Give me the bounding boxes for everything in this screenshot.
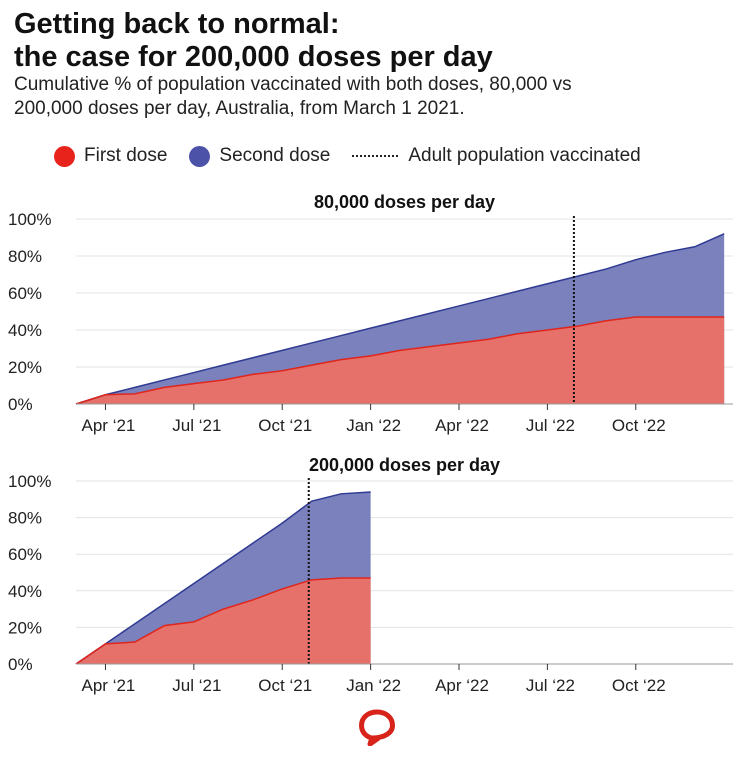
panel2-xtick-label: Apr ‘21 (82, 676, 136, 695)
conversation-logo-icon (359, 709, 395, 746)
panel1-ytick-label: 60% (8, 284, 42, 303)
panel1-second-dose-line (75, 233, 725, 405)
second-dose-swatch (189, 145, 211, 167)
panel2-second-dose-line (75, 491, 371, 665)
panel1-xtick-label: Jan ‘22 (346, 416, 401, 435)
panel2-xtick-label: Jul ‘22 (526, 676, 575, 695)
panel2-xtick-label: Jul ‘21 (172, 676, 221, 695)
panel1-ytick-label: 100% (8, 210, 51, 229)
panel2-ytick-label: 40% (8, 582, 42, 601)
panel1-ytick-label: 0% (8, 395, 33, 414)
legend-adult-line-label: Adult population vaccinated (408, 145, 641, 166)
title-line-2: the case for 200,000 doses per day (14, 41, 493, 73)
panel2-first-dose-line (75, 577, 371, 665)
panel1-xtick-label: Jul ‘22 (526, 416, 575, 435)
first-dose-swatch (54, 145, 75, 167)
panel1-xtick-label: Oct ‘21 (258, 416, 312, 435)
legend-first-dose-label: First dose (84, 145, 168, 166)
panel1-ytick-label: 80% (8, 247, 42, 266)
legend-second-dose-label: Second dose (219, 145, 331, 166)
title-line-1: Getting back to normal: (14, 8, 340, 40)
panel1-first-dose-area (76, 317, 725, 404)
panel2-ytick-label: 0% (8, 655, 33, 674)
panel2-ytick-label: 100% (8, 472, 51, 491)
panel1-xtick-label: Apr ‘22 (435, 416, 489, 435)
legend-item-adult-line: Adult population vaccinated (352, 145, 641, 167)
panel2-xtick-label: Apr ‘22 (435, 676, 489, 695)
panel1-first-dose-line (75, 316, 725, 405)
panel2-title: 200,000 doses per day (309, 455, 500, 475)
legend: First dose Second dose Adult population … (54, 143, 663, 169)
panel1-xtick-label: Oct ‘22 (612, 416, 666, 435)
legend-item-first-dose: First dose (54, 145, 167, 167)
panel1-xtick-label: Jul ‘21 (172, 416, 221, 435)
subtitle-line-1: Cumulative % of population vaccinated wi… (14, 74, 572, 95)
panel2-ytick-label: 60% (8, 545, 42, 564)
chart-title: Getting back to normal: the case for 200… (14, 8, 744, 74)
panel2-first-dose-area (76, 577, 371, 664)
subtitle-line-2: 200,000 doses per day, Australia, from M… (14, 98, 465, 119)
panel2-ytick-label: 20% (8, 618, 42, 637)
panel1-ytick-label: 40% (8, 321, 42, 340)
panel1-xtick-label: Apr ‘21 (82, 416, 136, 435)
panel1-title: 80,000 doses per day (314, 192, 495, 212)
panel2-xtick-label: Oct ‘21 (258, 676, 312, 695)
panel2-xtick-label: Oct ‘22 (612, 676, 666, 695)
legend-item-second-dose: Second dose (189, 145, 330, 167)
chart-subtitle: Cumulative % of population vaccinated wi… (14, 73, 734, 121)
adult-line-swatch (352, 155, 399, 157)
panel1-ytick-label: 20% (8, 358, 42, 377)
panel2-xtick-label: Jan ‘22 (346, 676, 401, 695)
panel2-ytick-label: 80% (8, 509, 42, 528)
